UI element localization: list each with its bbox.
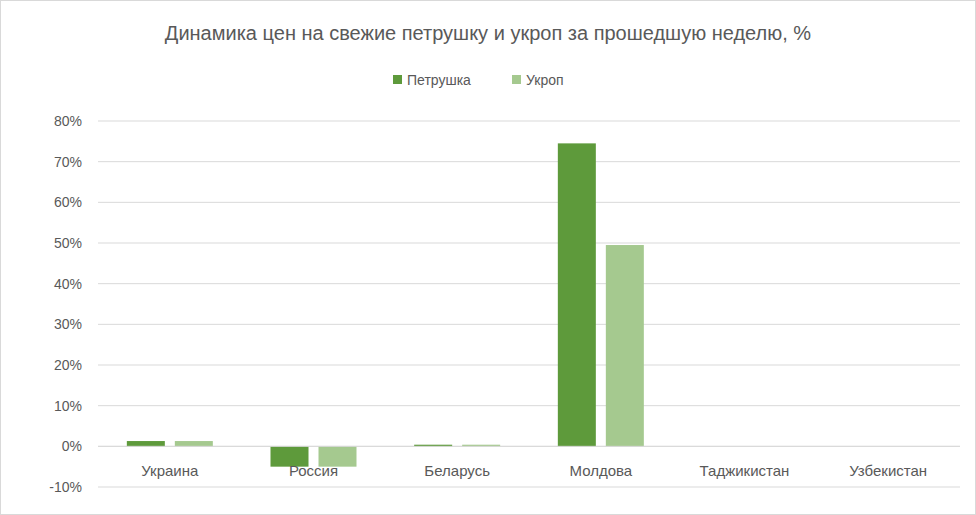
y-tick-label: 40% (54, 276, 82, 292)
bar (127, 441, 165, 446)
grid-line (98, 487, 960, 488)
chart: Динамика цен на свежие петрушку и укроп … (0, 0, 976, 515)
grid-line (98, 446, 960, 447)
grid-line (98, 202, 960, 203)
grid-line (98, 283, 960, 284)
x-tick-label: Беларусь (424, 462, 490, 479)
x-tick-label: Таджикистан (700, 462, 790, 479)
bar (606, 245, 644, 446)
y-tick-label: 20% (54, 357, 82, 373)
grid-line (98, 161, 960, 162)
legend-swatch (393, 75, 402, 84)
grid-line (98, 365, 960, 366)
x-tick-label: Узбекистан (849, 462, 927, 479)
x-tick-label: Украина (141, 462, 199, 479)
y-tick-label: 60% (54, 194, 82, 210)
y-tick-label: 10% (54, 398, 82, 414)
bars (127, 143, 644, 466)
y-tick-label: 0% (62, 438, 82, 454)
bar (175, 441, 213, 446)
legend: Петрушка Укроп (393, 72, 564, 88)
y-tick-label: 80% (54, 113, 82, 129)
bar (558, 143, 596, 446)
grid-line (98, 324, 960, 325)
title: Динамика цен на свежие петрушку и укроп … (165, 22, 811, 44)
y-tick-label: 50% (54, 235, 82, 251)
y-tick-label: 70% (54, 154, 82, 170)
legend-swatch (512, 75, 521, 84)
x-tick-label: Молдова (569, 462, 632, 479)
grid-line (98, 405, 960, 406)
chart-border (1, 1, 976, 515)
x-axis-line (98, 446, 960, 447)
x-tick-label: Россия (289, 462, 338, 479)
legend-label: Укроп (526, 72, 564, 88)
legend-label: Петрушка (407, 72, 471, 88)
y-tick-label: -10% (49, 479, 82, 495)
y-tick-label: 30% (54, 316, 82, 332)
grid-line (98, 121, 960, 122)
grid-line (98, 243, 960, 244)
